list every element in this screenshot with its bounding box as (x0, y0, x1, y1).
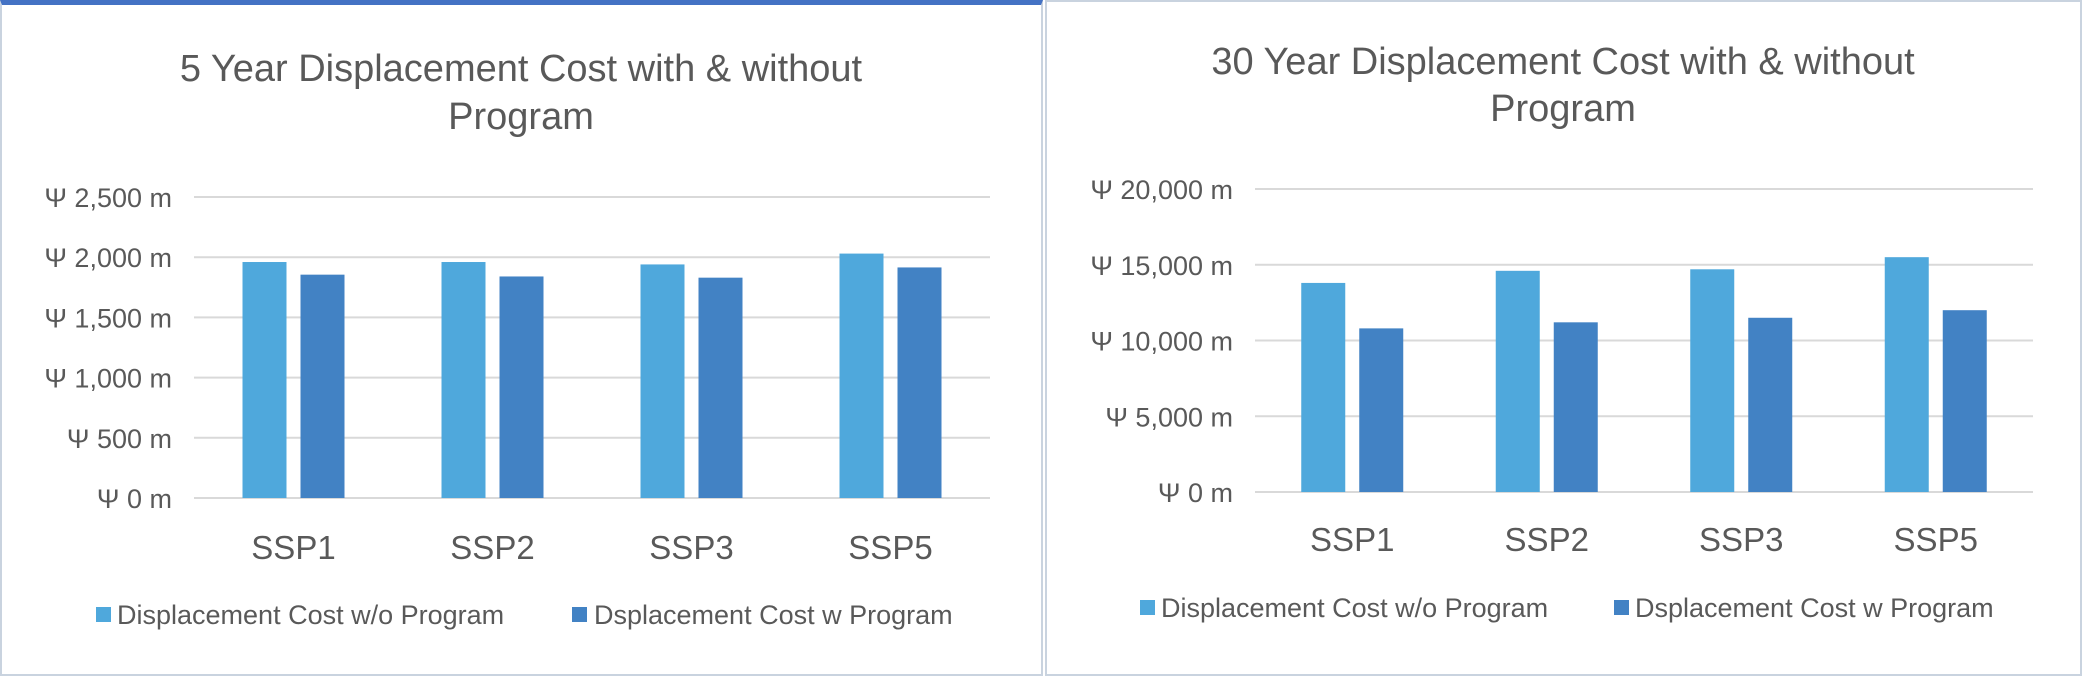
category-label-ssp3: SSP3 (649, 529, 733, 566)
bar-ssp1-series-2 (1359, 328, 1404, 492)
y-tick-label: Ψ 1,000 m (44, 364, 172, 394)
category-label-ssp5: SSP5 (848, 529, 932, 566)
category-label-ssp1: SSP1 (1310, 521, 1394, 558)
y-tick-label: Ψ 20,000 m (1090, 175, 1233, 205)
legend-label-1: Displacement Cost w/o Program (117, 600, 504, 630)
category-label-ssp3: SSP3 (1699, 521, 1783, 558)
y-tick-label: Ψ 10,000 m (1090, 327, 1233, 357)
bar-ssp1-series-1 (242, 262, 287, 498)
legend-swatch-1 (1140, 600, 1155, 615)
category-label-ssp2: SSP2 (1505, 521, 1589, 558)
legend-label-2: Dsplacement Cost w Program (1635, 593, 1994, 623)
y-tick-label: Ψ 2,000 m (44, 243, 172, 273)
bar-ssp2-series-1 (441, 262, 486, 498)
y-tick-label: Ψ 0 m (97, 484, 172, 514)
bar-ssp3-series-1 (1690, 269, 1735, 492)
bar-ssp2-series-1 (1495, 270, 1540, 492)
category-label-ssp5: SSP5 (1894, 521, 1978, 558)
bar-ssp5-series-2 (1942, 310, 1987, 492)
chart-title-line-2: Program (1490, 88, 1636, 130)
y-tick-label: Ψ 1,500 m (44, 303, 172, 333)
y-tick-label: Ψ 500 m (67, 424, 172, 454)
category-label-ssp1: SSP1 (251, 529, 335, 566)
bar-ssp5-series-1 (839, 253, 884, 498)
chart-panel-5-year: 5 Year Displacement Cost with & without P… (0, 0, 1043, 676)
bar-ssp2-series-2 (499, 276, 544, 498)
bar-ssp1-series-2 (300, 274, 345, 498)
chart-title-line-1: 30 Year Displacement Cost with & without (1211, 41, 1915, 83)
legend-swatch-2 (572, 607, 587, 622)
legend-label-2: Dsplacement Cost w Program (594, 600, 953, 630)
y-tick-label: Ψ 5,000 m (1105, 402, 1233, 432)
y-tick-label: Ψ 2,500 m (44, 183, 172, 213)
chart-title-line-2: Program (448, 96, 594, 138)
y-tick-label: Ψ 0 m (1158, 478, 1233, 508)
chart-title-line-1: 5 Year Displacement Cost with & without (180, 48, 863, 90)
bar-ssp2-series-2 (1553, 322, 1598, 492)
y-tick-label: Ψ 15,000 m (1090, 251, 1233, 281)
bar-ssp3-series-1 (640, 264, 685, 498)
legend-swatch-1 (96, 607, 111, 622)
bar-ssp5-series-2 (897, 267, 942, 498)
legend-label-1: Displacement Cost w/o Program (1161, 593, 1548, 623)
category-label-ssp2: SSP2 (450, 529, 534, 566)
bar-ssp3-series-2 (698, 277, 743, 498)
chart-30-year-svg: 30 Year Displacement Cost with & without… (1090, 41, 2033, 623)
bar-ssp5-series-1 (1884, 257, 1929, 492)
legend-swatch-2 (1614, 600, 1629, 615)
bar-ssp1-series-1 (1301, 282, 1346, 492)
chart-5-year-svg: 5 Year Displacement Cost with & without P… (44, 48, 990, 630)
bar-ssp3-series-2 (1748, 317, 1793, 492)
chart-panel-30-year: 30 Year Displacement Cost with & without… (1045, 0, 2082, 676)
